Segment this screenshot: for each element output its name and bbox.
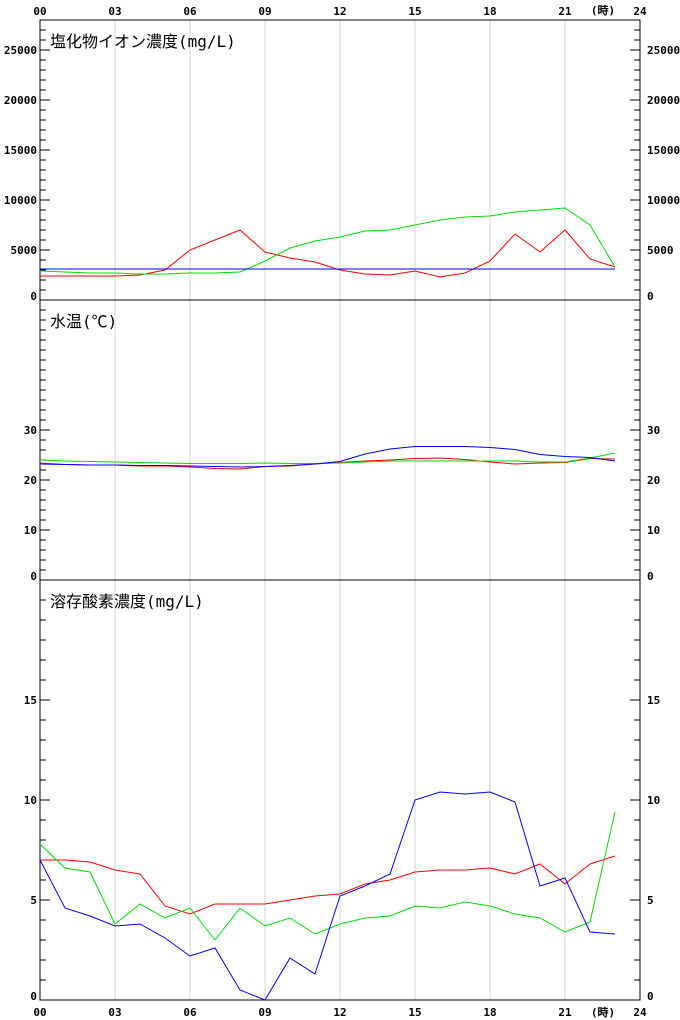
x-tick-label-bottom: 21: [558, 1006, 572, 1019]
y-tick-label-left: 10: [24, 524, 37, 537]
y-tick-label-right: 5: [647, 894, 654, 907]
y-tick-label-left: 15000: [4, 144, 37, 157]
x-tick-label-bottom: 18: [483, 1006, 496, 1019]
x-tick-label-top: 00: [33, 5, 46, 18]
y-tick-label-right: 0: [647, 990, 654, 1003]
y-tick-label-left: 15: [24, 694, 37, 707]
y-tick-label-right: 20: [647, 474, 660, 487]
y-tick-label-right: 10: [647, 524, 660, 537]
y-tick-label-right: 25000: [647, 44, 680, 57]
series-line-1: [40, 229, 616, 278]
panel-title: 溶存酸素濃度(mg/L): [50, 592, 204, 611]
y-tick-label-right: 0: [647, 290, 654, 303]
panel-title: 水温(℃): [50, 312, 117, 331]
x-tick-label-bottom: 06: [183, 1006, 197, 1019]
series-line-2: [39, 207, 616, 275]
y-tick-label-left: 20: [24, 474, 37, 487]
panel-frame: [39, 579, 641, 1001]
x-unit-label-bottom: (時): [591, 1005, 615, 1019]
x-tick-label-top: 09: [258, 5, 271, 18]
y-tick-label-left: 10: [24, 794, 37, 807]
series-line-3: [39, 791, 616, 1001]
x-tick-label-top: 18: [483, 5, 496, 18]
x-tick-label-top: 15: [408, 5, 421, 18]
x-tick-label-bottom: 03: [108, 1006, 121, 1019]
y-tick-label-left: 0: [30, 990, 37, 1003]
x-tick-label-bottom: 24: [633, 1006, 647, 1019]
x-tick-label-bottom: 09: [258, 1006, 271, 1019]
x-tick-label-bottom: 15: [408, 1006, 421, 1019]
y-tick-label-right: 10: [647, 794, 660, 807]
series-line-1: [40, 855, 616, 915]
y-tick-label-right: 15: [647, 694, 660, 707]
y-tick-label-right: 10000: [647, 194, 680, 207]
x-tick-label-bottom: 00: [33, 1006, 46, 1019]
y-tick-label-left: 5: [30, 894, 37, 907]
series-line-3: [39, 446, 616, 468]
y-tick-label-left: 30: [24, 424, 37, 437]
x-tick-label-top: 03: [108, 5, 121, 18]
y-tick-label-left: 0: [30, 290, 37, 303]
y-tick-label-left: 0: [30, 570, 37, 583]
series-line-2: [39, 452, 616, 464]
panel-title: 塩化物イオン濃度(mg/L): [50, 32, 236, 51]
x-tick-label-top: 21: [558, 5, 572, 18]
y-tick-label-left: 5000: [11, 244, 38, 257]
y-tick-label-left: 20000: [4, 94, 37, 107]
x-tick-label-top: 06: [183, 5, 197, 18]
x-unit-label-top: (時): [591, 3, 615, 17]
chart-panel-1: 0 0 5000 5000 10000 10000 15000 15000 20000 20000…: [4, 19, 680, 303]
chart-panel-2: 0 0 10 10 20 20 30 30 水温(℃): [24, 299, 660, 583]
chart-panel-3: 0 0 5 5 10 10 15 15 溶存酸素濃度(mg/L): [24, 579, 660, 1003]
y-tick-label-right: 15000: [647, 144, 680, 157]
x-tick-label-top: 24: [633, 5, 647, 18]
series-line-2: [39, 811, 616, 941]
y-tick-label-left: 25000: [4, 44, 37, 57]
x-tick-label-top: 12: [333, 5, 346, 18]
y-tick-label-right: 0: [647, 570, 654, 583]
y-tick-label-right: 5000: [647, 244, 674, 257]
x-tick-label-bottom: 12: [333, 1006, 346, 1019]
y-tick-label-right: 30: [647, 424, 660, 437]
y-tick-label-right: 20000: [647, 94, 680, 107]
y-tick-label-left: 10000: [4, 194, 37, 207]
